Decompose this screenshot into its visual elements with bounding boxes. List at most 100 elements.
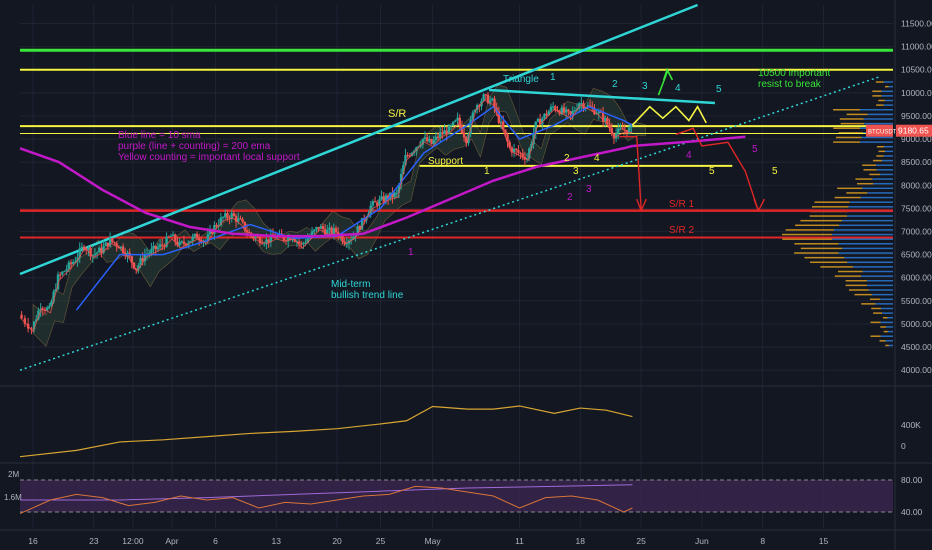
time-tick: 15 (819, 536, 829, 546)
candle-body (155, 246, 157, 249)
candle-body (617, 128, 619, 133)
profile-bar-sell (846, 192, 867, 194)
count-label: 1 (408, 247, 414, 258)
price-tick: 5000.00 (901, 319, 932, 329)
candle-body (322, 226, 324, 229)
profile-bar-buy (880, 298, 893, 300)
profile-bar-sell (879, 151, 886, 153)
count-label: 5 (752, 144, 758, 155)
candle-body (565, 110, 567, 113)
rsi-tick: 40.00 (901, 507, 923, 517)
price-tick: 7500.00 (901, 203, 932, 213)
candle-body (302, 243, 304, 244)
candle-body (456, 118, 458, 121)
candle-body (569, 111, 571, 114)
profile-bar-sell (876, 155, 884, 157)
candle-body (406, 155, 408, 156)
profile-bar-sell (835, 197, 861, 199)
profile-bar-buy (876, 164, 893, 166)
candle-body (330, 228, 332, 234)
time-tick: 8 (760, 536, 765, 546)
profile-bar-sell (885, 345, 888, 347)
profile-bar-sell (877, 146, 884, 148)
time-tick: Jun (695, 536, 709, 546)
profile-bar-buy (873, 183, 893, 185)
profile-bar-buy (875, 303, 893, 305)
profile-bar-sell (879, 340, 885, 342)
profile-bar-sell (846, 285, 867, 287)
profile-bar-sell (795, 225, 839, 227)
candle-body (70, 262, 72, 264)
time-tick: 6 (213, 536, 218, 546)
profile-bar-sell (812, 206, 848, 208)
profile-bar-sell (857, 183, 873, 185)
candle-body (574, 110, 576, 111)
candle-body (383, 196, 385, 201)
label-support: Support (428, 156, 463, 167)
candle-body (491, 99, 493, 101)
candle-body (320, 226, 322, 229)
label-midterm-1: Mid-term (331, 279, 370, 290)
last-price: 9180.65 (898, 126, 929, 136)
profile-bar-buy (848, 206, 893, 208)
profile-bar-sell (841, 123, 865, 125)
profile-bar-buy (832, 234, 893, 236)
candle-body (172, 235, 174, 236)
candle-body (426, 137, 428, 141)
candle-body (257, 237, 259, 238)
candle-body (437, 137, 439, 138)
count-label: 4 (686, 150, 692, 161)
candle-body (170, 236, 172, 237)
profile-bar-buy (885, 100, 893, 102)
price-tick: 6500.00 (901, 250, 932, 260)
profile-bar-buy (839, 225, 893, 227)
profile-bar-sell (873, 312, 882, 314)
profile-bar-sell (870, 322, 880, 324)
candle-body (430, 139, 432, 144)
profile-bar-sell (861, 303, 875, 305)
profile-bar-sell (837, 188, 862, 190)
profile-bar-buy (877, 169, 893, 171)
profile-bar-buy (884, 146, 893, 148)
profile-bar-sell (878, 100, 885, 102)
profile-bar-sell (840, 118, 864, 120)
profile-bar-buy (881, 308, 893, 310)
candle-body (537, 119, 539, 122)
profile-bar-buy (869, 289, 893, 291)
count-label: 4 (594, 153, 600, 164)
profile-bar-sell (870, 335, 880, 337)
candle-body (619, 128, 621, 129)
label-triangle: Triangle (503, 74, 539, 85)
profile-bar-sell (855, 294, 872, 296)
profile-bar-buy (884, 104, 893, 106)
candle-body (161, 244, 163, 245)
candle-body (191, 236, 193, 241)
candle-body (393, 193, 395, 197)
candle-body (454, 120, 456, 121)
profile-bar-buy (861, 275, 893, 277)
time-tick: 11 (515, 536, 524, 546)
candle-body (550, 107, 552, 112)
candle-body (552, 106, 554, 107)
profile-bar-sell (786, 229, 834, 231)
profile-bar-buy (886, 340, 893, 342)
candle-body (333, 228, 335, 234)
profile-bar-buy (884, 155, 893, 157)
profile-bar-buy (839, 243, 893, 245)
profile-bar-buy (847, 215, 893, 217)
symbol-tag: BTCUSDT (868, 130, 897, 136)
profile-bar-buy (862, 188, 893, 190)
profile-bar-sell (872, 95, 881, 97)
candle-body (443, 130, 445, 134)
candle-body (46, 307, 48, 310)
candle-body (563, 107, 565, 112)
profile-bar-buy (853, 266, 893, 268)
profile-bar-sell (885, 86, 889, 88)
profile-bar-buy (860, 109, 893, 111)
profile-bar-buy (884, 81, 893, 83)
candle-body (567, 110, 569, 112)
profile-bar-buy (864, 123, 893, 125)
legend-blue-line: Blue line = 10 sma (118, 130, 201, 141)
osc-tick: 0 (901, 441, 906, 451)
